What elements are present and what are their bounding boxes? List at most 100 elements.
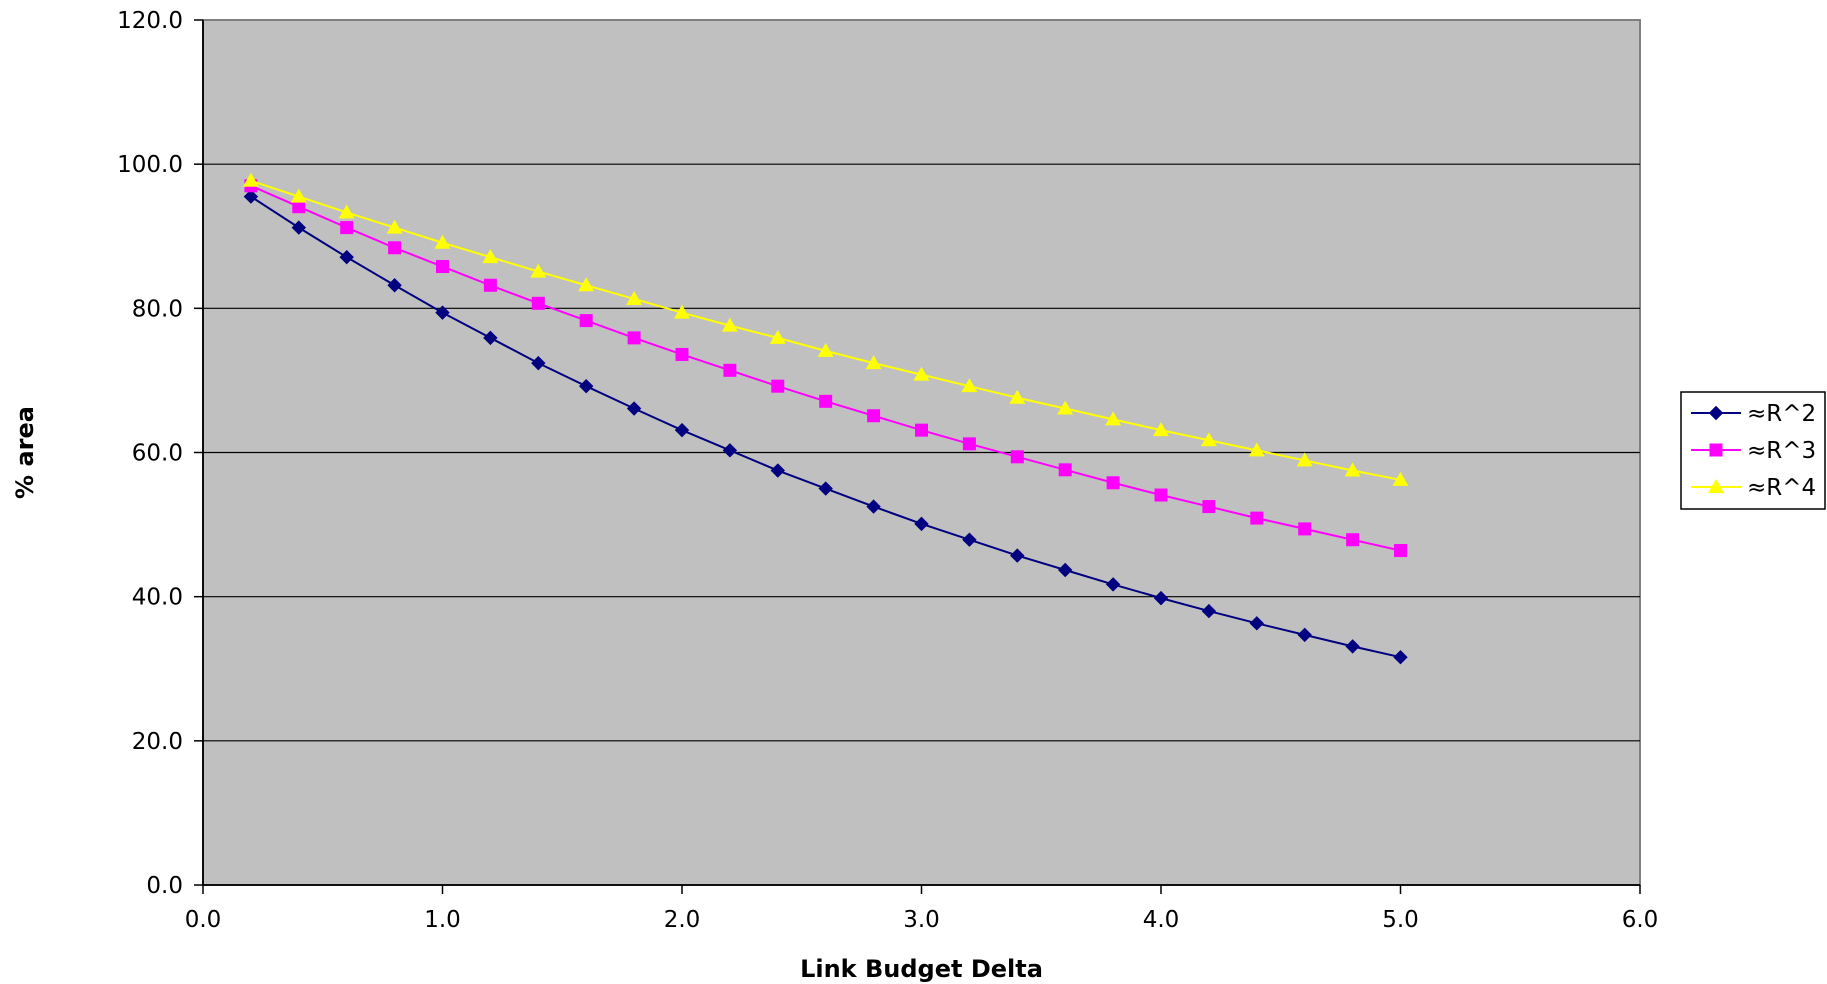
data-point (866, 499, 881, 514)
y-axis-ticks: 0.0 20.0 40.0 60.0 80.0 100.0 120.0 (117, 8, 203, 899)
data-point (914, 516, 929, 532)
data-point (675, 347, 689, 361)
series-3 (242, 172, 1409, 486)
data-point (1249, 616, 1265, 631)
data-point (817, 342, 834, 357)
data-point (340, 221, 354, 235)
data-point (1105, 411, 1122, 426)
series-group (242, 172, 1409, 665)
data-point (290, 188, 307, 203)
data-point (339, 249, 354, 265)
legend-label: ≈R^4 (1747, 475, 1816, 501)
data-point (674, 304, 690, 319)
data-point (1153, 590, 1169, 606)
data-point (578, 277, 595, 292)
legend-item: ≈R^2 (1691, 401, 1816, 427)
data-point (338, 204, 355, 219)
legend: ≈R^2 ≈R^3 ≈R^4 (1680, 391, 1826, 510)
data-point (626, 290, 643, 305)
x-axis-ticks: 0.0 1.0 2.0 3.0 4.0 5.0 6.0 (185, 885, 1659, 933)
data-point (387, 278, 402, 293)
data-point (1392, 471, 1409, 486)
y-tick-label: 40.0 (132, 585, 183, 611)
y-tick-label: 120.0 (117, 8, 183, 34)
data-point (1010, 548, 1025, 563)
data-point (1057, 562, 1073, 578)
legend-item: ≈R^4 (1691, 475, 1816, 501)
legend-marker (1708, 479, 1724, 493)
x-tick-label: 6.0 (1622, 907, 1659, 933)
data-point (818, 481, 833, 496)
data-point (626, 401, 642, 416)
legend-item: ≈R^3 (1691, 438, 1816, 464)
data-point (1250, 511, 1264, 525)
y-tick-label: 100.0 (117, 152, 183, 178)
data-point (867, 409, 881, 423)
x-tick-label: 3.0 (903, 907, 940, 933)
data-point (386, 219, 403, 234)
x-tick-label: 2.0 (664, 907, 701, 933)
data-point (1201, 603, 1217, 619)
data-point (770, 463, 786, 478)
data-point (769, 329, 786, 344)
y-tick-label: 60.0 (132, 441, 183, 467)
data-point (435, 305, 450, 320)
legend-label: ≈R^2 (1747, 401, 1816, 427)
data-point (819, 394, 833, 408)
data-point (913, 366, 930, 381)
data-point (1153, 422, 1169, 437)
legend-marker (1708, 405, 1724, 421)
data-point (482, 249, 499, 264)
data-point (915, 423, 928, 437)
data-point (771, 379, 785, 393)
data-point (1248, 442, 1265, 457)
data-point (1057, 400, 1074, 415)
data-point (1202, 500, 1216, 514)
data-point (1105, 577, 1121, 592)
y-tick-label: 20.0 (132, 729, 183, 755)
x-axis-title: Link Budget Delta (800, 955, 1043, 983)
y-tick-label: 80.0 (132, 296, 183, 322)
data-point (1298, 522, 1312, 536)
data-point (1344, 462, 1361, 477)
data-point (962, 532, 977, 547)
data-point (1010, 450, 1024, 464)
data-point (1106, 476, 1120, 490)
data-point (722, 443, 738, 458)
data-point (1009, 389, 1026, 404)
data-point (483, 330, 498, 346)
data-point (961, 378, 978, 393)
data-point (531, 355, 546, 371)
data-point (1200, 432, 1217, 447)
y-axis-title: % area (11, 406, 39, 499)
gridlines (203, 163, 1640, 742)
data-point (434, 234, 451, 249)
data-point (1297, 627, 1312, 643)
data-point (1154, 488, 1168, 502)
data-point (1345, 639, 1360, 654)
data-point (242, 172, 259, 187)
data-point (627, 331, 641, 345)
legend-marker (1709, 443, 1723, 457)
data-point (436, 260, 449, 274)
data-point (721, 317, 738, 332)
data-point (1394, 544, 1407, 558)
data-point (578, 378, 594, 394)
data-point (674, 422, 690, 438)
y-tick-label: 0.0 (146, 873, 183, 899)
data-point (531, 296, 545, 310)
series-1 (243, 189, 1408, 665)
series-2 (244, 179, 1407, 558)
x-tick-label: 0.0 (185, 907, 222, 933)
data-point (1296, 452, 1313, 467)
x-tick-label: 4.0 (1143, 907, 1180, 933)
x-tick-label: 5.0 (1382, 907, 1419, 933)
data-point (292, 200, 306, 214)
x-tick-label: 1.0 (424, 907, 461, 933)
data-point (723, 363, 737, 377)
legend-label: ≈R^3 (1747, 438, 1816, 464)
data-point (530, 263, 547, 278)
data-point (962, 437, 976, 451)
